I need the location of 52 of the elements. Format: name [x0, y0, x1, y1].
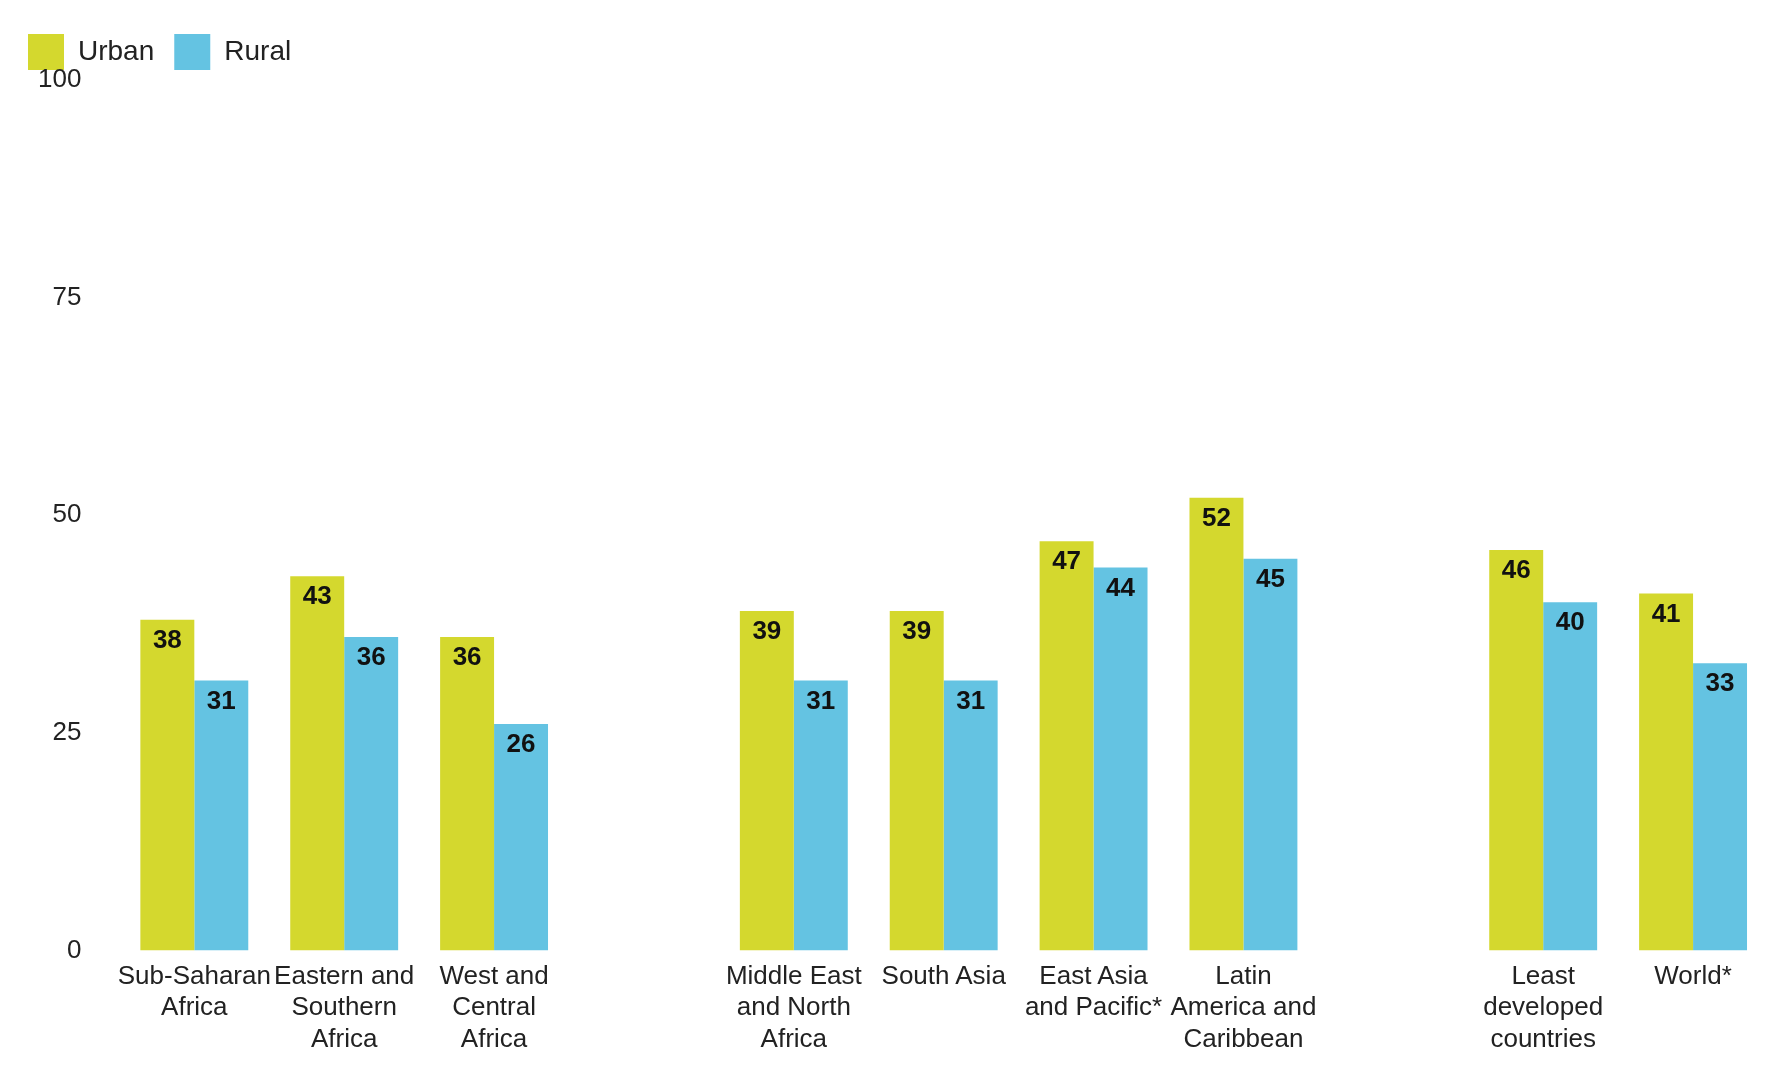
data-label: 39	[902, 615, 932, 646]
x-tick-label: East Asia and Pacific*	[1024, 960, 1163, 1022]
bar	[1039, 541, 1094, 951]
data-label: 31	[206, 684, 236, 715]
data-label: 36	[452, 641, 482, 672]
data-label: 44	[1106, 571, 1136, 602]
data-label: 46	[1501, 554, 1531, 585]
bar	[739, 610, 794, 951]
data-label: 52	[1202, 501, 1231, 532]
x-tick-label: Eastern and Southern Africa	[274, 960, 415, 1053]
bar	[1243, 558, 1298, 951]
bar	[494, 724, 549, 951]
data-label: 39	[752, 615, 782, 646]
bar	[793, 680, 848, 951]
x-tick-label: Least developed countries	[1483, 960, 1604, 1053]
y-tick-label: 0	[66, 933, 82, 964]
data-label: 36	[356, 641, 386, 672]
data-label: 47	[1052, 545, 1082, 576]
x-tick-label: South Asia	[881, 960, 1007, 991]
data-label: 40	[1555, 606, 1585, 637]
x-tick-label: Middle East and North Africa	[725, 960, 863, 1053]
bar	[1639, 593, 1694, 951]
x-tick-label: World*	[1654, 960, 1732, 991]
data-label: 31	[956, 684, 986, 715]
bar	[1189, 497, 1244, 951]
bar	[344, 637, 399, 951]
y-tick-label: 75	[52, 280, 82, 311]
bar	[194, 680, 249, 951]
bar	[943, 680, 998, 951]
bar	[1489, 550, 1544, 951]
legend-label: Rural	[224, 34, 292, 66]
bar	[140, 619, 195, 951]
bar	[1693, 663, 1748, 951]
data-label: 45	[1255, 562, 1285, 593]
y-tick-label: 25	[52, 715, 82, 746]
x-tick-label: Sub-Saharan Africa	[117, 960, 271, 1022]
data-label: 43	[302, 580, 332, 611]
data-label: 31	[806, 684, 836, 715]
bar	[1543, 602, 1598, 951]
legend-label: Urban	[78, 34, 155, 66]
x-tick-label: Latin America and Caribbean	[1170, 960, 1317, 1053]
data-label: 41	[1651, 597, 1681, 628]
data-label: 26	[506, 728, 536, 759]
x-tick-label: West and Central Africa	[439, 960, 549, 1053]
y-tick-label: 50	[52, 498, 82, 529]
y-tick-label: 100	[37, 63, 82, 94]
data-label: 33	[1705, 667, 1735, 698]
bar	[290, 576, 345, 951]
bar	[1093, 567, 1148, 951]
data-label: 38	[152, 623, 182, 654]
bar	[440, 637, 495, 951]
bar	[889, 610, 944, 951]
